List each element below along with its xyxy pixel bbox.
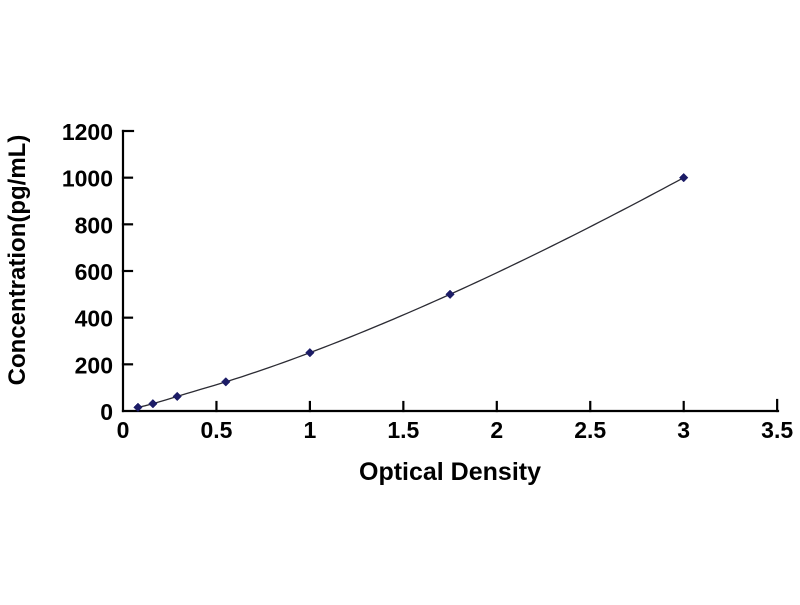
svg-text:800: 800: [75, 212, 113, 238]
svg-text:1: 1: [304, 417, 317, 443]
svg-text:0: 0: [117, 417, 130, 443]
svg-text:600: 600: [75, 259, 113, 285]
svg-text:3.5: 3.5: [761, 417, 793, 443]
svg-text:0.5: 0.5: [200, 417, 232, 443]
svg-text:Optical Density: Optical Density: [359, 458, 541, 486]
svg-text:0: 0: [100, 399, 113, 425]
svg-text:2.5: 2.5: [574, 417, 606, 443]
svg-text:Concentration(pg/mL): Concentration(pg/mL): [4, 135, 31, 386]
svg-text:1200: 1200: [62, 119, 113, 145]
svg-text:3: 3: [677, 417, 690, 443]
svg-text:400: 400: [75, 306, 113, 332]
svg-text:1000: 1000: [62, 166, 113, 192]
svg-text:200: 200: [75, 352, 113, 378]
svg-text:2: 2: [490, 417, 503, 443]
svg-text:1.5: 1.5: [387, 417, 419, 443]
